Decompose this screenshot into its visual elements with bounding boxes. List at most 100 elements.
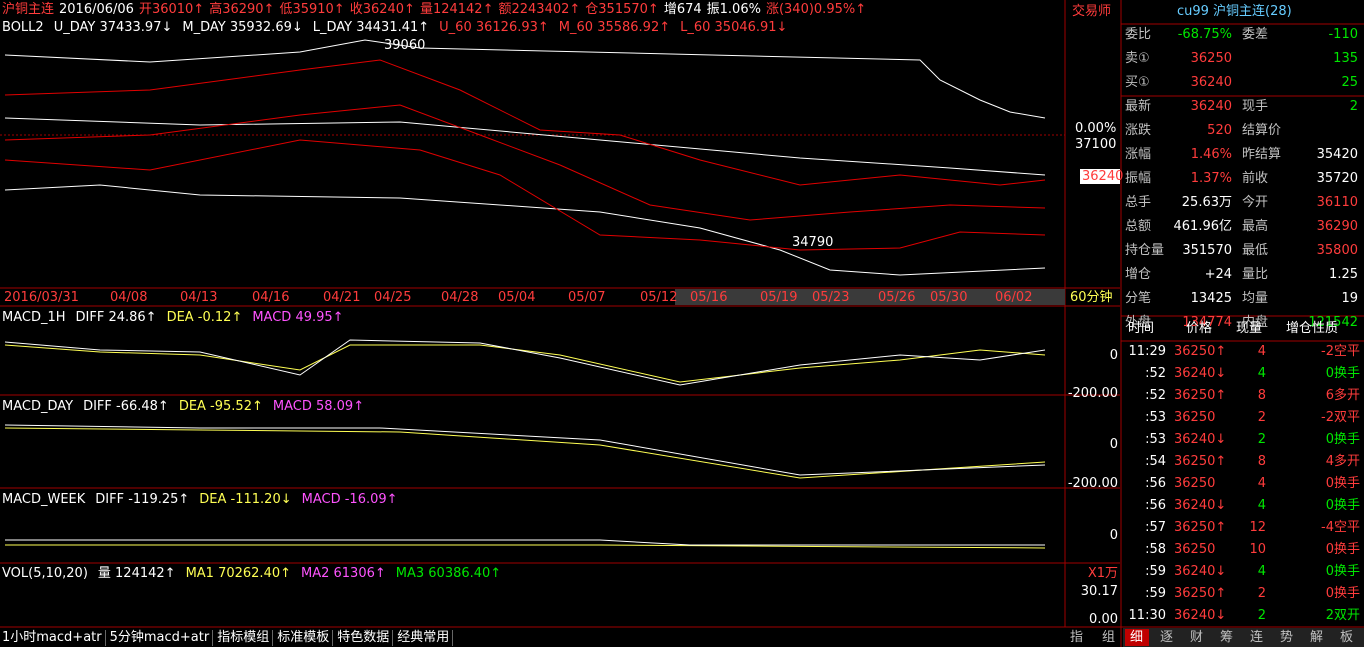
side-tab[interactable]: 细 (1130, 630, 1144, 645)
indicator-legend: DEA -0.12↑ (166, 310, 243, 325)
trade-nature: -2空平 (1321, 344, 1360, 359)
quote-label: 卖① (1125, 51, 1150, 66)
bottom-button[interactable]: 指 (1070, 630, 1084, 645)
quote-label: 持仓量 (1125, 243, 1165, 258)
quote-label: 最高 (1242, 219, 1269, 234)
trade-time: :54 (1145, 454, 1166, 469)
quote-value: 35420 (1316, 147, 1358, 162)
trade-price: 36240↓ (1174, 366, 1227, 381)
indicator-legend: MA2 61306↑ (301, 566, 386, 581)
quote-value: 36110 (1316, 195, 1358, 210)
trade-nature: 0换手 (1325, 586, 1360, 601)
tab[interactable]: 1小时macd+atr (2, 630, 106, 646)
axis-label: -200.00 (1067, 476, 1118, 491)
trades-header: 时间 (1128, 321, 1155, 336)
indicator-legend: DIFF -66.48↑ (83, 399, 169, 414)
header-item: 振1.06% (706, 2, 761, 17)
trade-nature: 4多开 (1325, 454, 1360, 469)
date-label: 05/16 (690, 290, 728, 305)
header-item: 仓351570↑ (585, 2, 659, 17)
bottom-button[interactable]: 组 (1102, 630, 1116, 645)
price-tag: 36240 (1082, 169, 1124, 184)
side-tab[interactable]: 解 (1310, 630, 1324, 645)
quote-value: 1.37% (1190, 171, 1232, 186)
tab[interactable]: 指标模组 (217, 630, 274, 646)
date-label: 05/23 (812, 290, 850, 305)
quote-value: 25 (1341, 75, 1358, 90)
side-tab[interactable]: 筹 (1220, 630, 1234, 645)
legend-item: L_60 35046.91↓ (680, 20, 788, 35)
trade-nature: 0换手 (1325, 498, 1360, 513)
date-label: 05/19 (760, 290, 798, 305)
tab[interactable]: 标准模板 (277, 630, 334, 646)
side-tab[interactable]: 逐 (1160, 630, 1174, 645)
trade-nature: 0换手 (1325, 366, 1360, 381)
tab[interactable]: 经典常用 (397, 630, 454, 646)
header-item: 收36240↑ (349, 2, 415, 17)
quote-title: cu99 沪铜主连(28) (1177, 4, 1292, 19)
trade-price: 36250 (1174, 542, 1216, 557)
quote-label: 现手 (1242, 99, 1269, 114)
legend-item: BOLL2 (2, 20, 44, 35)
header-item: 高36290↑ (209, 2, 275, 17)
quote-label: 分笔 (1125, 291, 1152, 306)
trades-header: 增仓性质 (1286, 321, 1339, 336)
quote-label: 振幅 (1125, 171, 1152, 186)
trade-price: 36250↑ (1174, 454, 1227, 469)
quote-label: 买① (1125, 75, 1150, 90)
quote-label: 涨跌 (1125, 123, 1152, 138)
quote-value: -68.75% (1177, 27, 1232, 42)
quote-label: 量比 (1242, 267, 1269, 282)
quote-value: -110 (1328, 27, 1358, 42)
header-bar: 沪铜主连 2016/06/06 开36010↑ 高36290↑ 低35910↑ 收3624… (2, 2, 871, 18)
indicator-legend: MACD_1H (2, 310, 66, 325)
date-label: 04/21 (323, 290, 361, 305)
trade-time: :59 (1145, 586, 1166, 601)
trade-volume: 4 (1257, 476, 1266, 491)
indicator-legend: VOL(5,10,20) (2, 566, 88, 581)
trade-volume: 2 (1257, 608, 1266, 623)
quote-value: +24 (1204, 267, 1232, 282)
date-label: 04/28 (441, 290, 479, 305)
trades-header: 现量 (1236, 321, 1263, 336)
trade-price: 36250↑ (1174, 520, 1227, 535)
date-label: 2016/03/31 (4, 290, 79, 305)
trade-nature: 0换手 (1325, 542, 1360, 557)
indicator-legend: 量 124142↑ (97, 566, 176, 581)
side-tab[interactable]: 势 (1280, 630, 1294, 645)
axis-label: 0 (1109, 348, 1118, 363)
date-label: 04/13 (180, 290, 218, 305)
trade-time: :52 (1145, 388, 1166, 403)
date-label: 04/08 (110, 290, 148, 305)
quote-value: 1.46% (1190, 147, 1232, 162)
indicator-legend: MACD_WEEK (2, 492, 86, 507)
axis-label: X1万 (1087, 566, 1118, 581)
header-item: 2016/06/06 (59, 2, 134, 17)
quote-label: 总额 (1125, 219, 1152, 234)
tab[interactable]: 5分钟macd+atr (110, 630, 214, 646)
axis-label: 0 (1109, 528, 1118, 543)
quote-value: 2 (1349, 99, 1358, 114)
indicator-legend: DIFF -119.25↑ (95, 492, 190, 507)
header-item: 沪铜主连 (2, 2, 55, 17)
axis-label: 37100 (1075, 137, 1117, 152)
trade-volume: 2 (1257, 586, 1266, 601)
side-tab[interactable]: 连 (1250, 630, 1264, 645)
trade-volume: 4 (1257, 498, 1266, 513)
tab[interactable]: 特色数据 (337, 630, 394, 646)
trade-time: :53 (1145, 410, 1166, 425)
side-tab[interactable]: 财 (1190, 630, 1204, 645)
trade-price: 36250 (1174, 476, 1216, 491)
indicator-legend: MACD 58.09↑ (272, 399, 365, 414)
quote-value: 36250 (1190, 51, 1232, 66)
side-tab[interactable]: 板 (1340, 630, 1354, 645)
low-label: 34790 (792, 235, 834, 250)
indicator-legend: DEA -95.52↑ (178, 399, 263, 414)
trade-nature: 0换手 (1325, 432, 1360, 447)
indicator-legend: MACD_DAY (2, 399, 74, 414)
quote-label: 委差 (1242, 27, 1269, 42)
trade-time: 11:30 (1128, 608, 1166, 623)
trade-volume: 8 (1257, 454, 1266, 469)
date-label: 05/04 (498, 290, 536, 305)
